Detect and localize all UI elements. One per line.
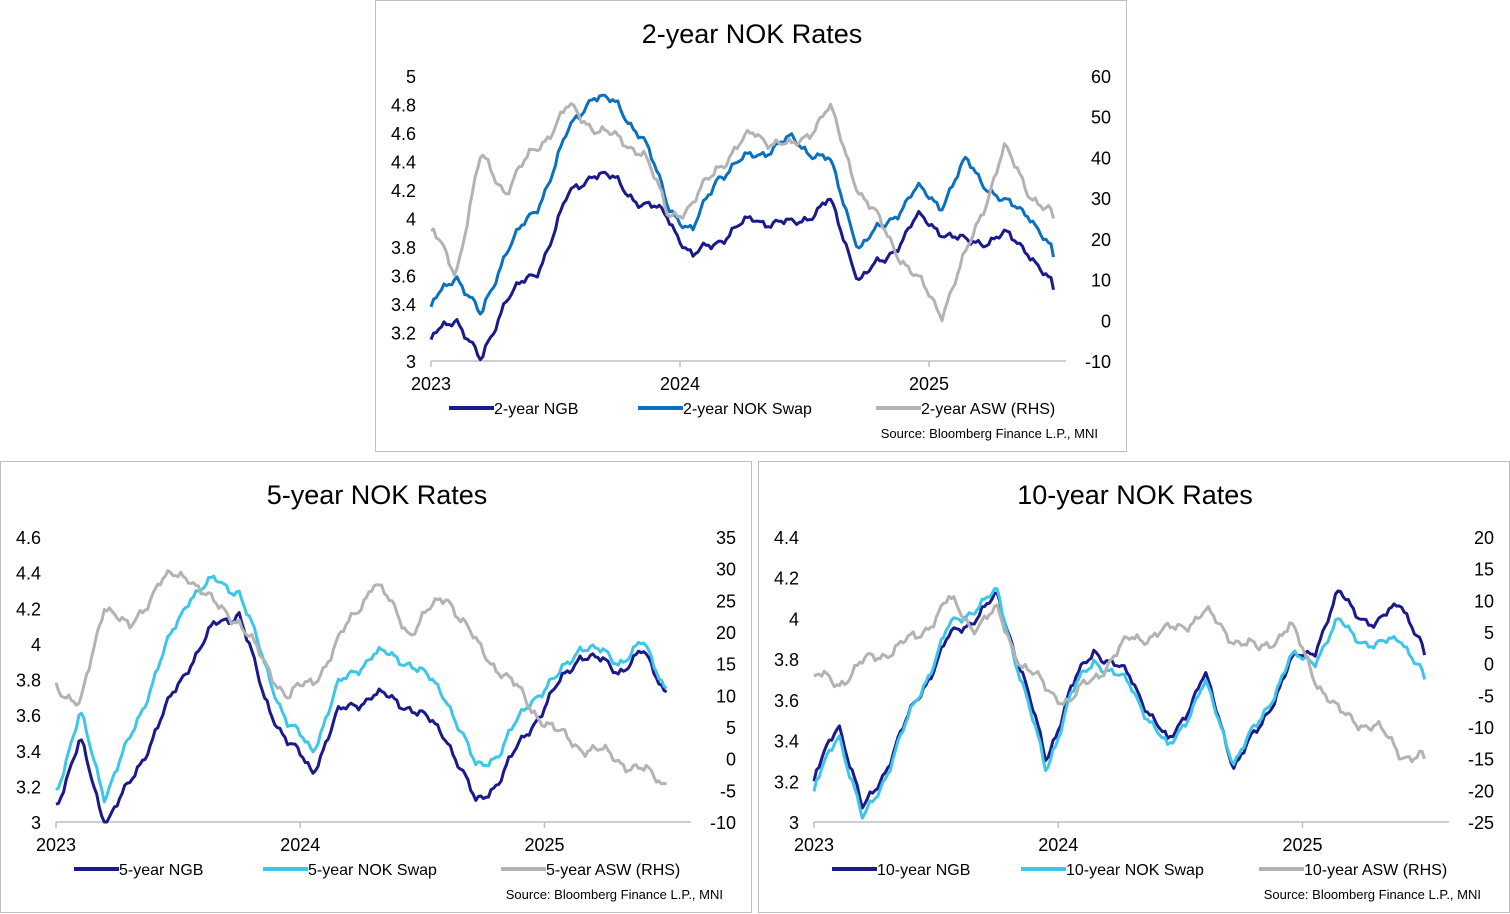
y-left-tick-label: 3.2 xyxy=(391,324,416,344)
series-line-5-year-asw-rhs- xyxy=(54,569,667,786)
chart-title: 2-year NOK Rates xyxy=(642,19,863,49)
y-left-tick-label: 4.4 xyxy=(774,528,799,548)
y-left-tick-label: 3.8 xyxy=(16,671,41,691)
y-left-tick-label: 4.6 xyxy=(16,528,41,548)
source-note: Source: Bloomberg Finance L.P., MNI xyxy=(1264,887,1481,902)
x-tick-label: 2023 xyxy=(36,835,76,855)
x-tick-label: 2024 xyxy=(660,374,700,394)
y-left-tick-label: 3 xyxy=(406,352,416,372)
y-left-tick-label: 4 xyxy=(789,609,799,629)
y-right-tick-label: -15 xyxy=(1468,750,1494,770)
y-left-tick-label: 4 xyxy=(406,210,416,230)
y-right-tick-label: 10 xyxy=(716,686,736,706)
source-note: Source: Bloomberg Finance L.P., MNI xyxy=(506,887,723,902)
x-tick-label: 2023 xyxy=(794,835,834,855)
y-left-tick-label: 3.4 xyxy=(16,742,41,762)
source-note: Source: Bloomberg Finance L.P., MNI xyxy=(881,426,1098,441)
series-line-10-year-nok-swap xyxy=(812,587,1427,820)
y-left-tick-label: 4.4 xyxy=(16,564,41,584)
y-left-tick-label: 3.8 xyxy=(391,238,416,258)
y-right-tick-label: 15 xyxy=(1474,560,1494,580)
y-right-tick-label: 30 xyxy=(1091,189,1111,209)
y-left-tick-label: 3.4 xyxy=(391,295,416,315)
series-line-5-year-ngb xyxy=(55,611,668,824)
x-tick-label: 2025 xyxy=(909,374,949,394)
x-tick-label: 2025 xyxy=(524,835,564,855)
y-left-tick-label: 3.6 xyxy=(16,706,41,726)
y-right-tick-label: 0 xyxy=(1101,311,1111,331)
legend-label: 2-year ASW (RHS) xyxy=(921,401,1055,418)
y-right-tick-label: 10 xyxy=(1474,591,1494,611)
y-right-tick-label: 40 xyxy=(1091,148,1111,168)
chart-svg: 2-year NOK Rates 2023 2024 2025 3 3.2 3.4 3.6 3.… xyxy=(391,19,1111,441)
y-right-tick-label: 10 xyxy=(1091,271,1111,291)
y-right-tick-label: -10 xyxy=(710,813,736,833)
y-right-tick-label: 0 xyxy=(726,750,736,770)
y-left-tick-label: 3.4 xyxy=(774,732,799,752)
series-line-2-year-asw-rhs- xyxy=(430,102,1055,323)
x-tick-label: 2023 xyxy=(411,374,451,394)
y-left-tick-label: 3.6 xyxy=(391,267,416,287)
y-left-tick-label: 4.2 xyxy=(391,181,416,201)
chart-panel-10y: 10-year NOK Rates 2023 2024 2025 3 3.2 3.4 3.6 3… xyxy=(758,461,1510,913)
x-tick-label: 2024 xyxy=(1038,835,1078,855)
y-left-tick-label: 4.8 xyxy=(391,96,416,116)
legend-label: 2-year NGB xyxy=(494,401,578,418)
legend-label: 5-year NOK Swap xyxy=(308,862,437,879)
y-right-tick-label: 50 xyxy=(1091,108,1111,128)
y-right-tick-label: 20 xyxy=(716,623,736,643)
chart-panel-5y: 5-year NOK Rates 2023 2024 2025 3 3.2 3.4 3.6 3.… xyxy=(0,461,752,913)
y-left-tick-label: 3 xyxy=(31,813,41,833)
y-left-tick-label: 4.6 xyxy=(391,124,416,144)
y-right-tick-label: 20 xyxy=(1474,528,1494,548)
y-right-tick-label: 35 xyxy=(716,528,736,548)
y-left-tick-label: 3.2 xyxy=(16,777,41,797)
y-right-tick-label: 20 xyxy=(1091,230,1111,250)
series-line-5-year-nok-swap xyxy=(55,574,668,804)
y-left-tick-label: 3.6 xyxy=(774,691,799,711)
y-left-tick-label: 4.4 xyxy=(391,153,416,173)
series-line-2-year-nok-swap xyxy=(429,93,1055,316)
x-tick-label: 2024 xyxy=(280,835,320,855)
series-line-10-year-asw-rhs- xyxy=(813,595,1427,764)
y-right-tick-label: -5 xyxy=(1478,686,1494,706)
y-left-tick-label: 5 xyxy=(406,67,416,87)
series-line-2-year-ngb xyxy=(429,170,1055,362)
y-left-tick-label: 3.2 xyxy=(774,772,799,792)
y-right-tick-label: 5 xyxy=(726,718,736,738)
y-right-tick-label: 30 xyxy=(716,560,736,580)
chart-svg: 10-year NOK Rates 2023 2024 2025 3 3.2 3.4 3.6 3… xyxy=(774,480,1494,902)
y-right-tick-label: 60 xyxy=(1091,67,1111,87)
chart-panel-2y: 2-year NOK Rates 2023 2024 2025 3 3.2 3.4 3.6 3.… xyxy=(375,0,1127,452)
y-right-tick-label: 15 xyxy=(716,655,736,675)
y-left-tick-label: 4 xyxy=(31,635,41,655)
y-right-tick-label: -25 xyxy=(1468,813,1494,833)
y-left-tick-label: 4.2 xyxy=(774,569,799,589)
y-left-tick-label: 3 xyxy=(789,813,799,833)
y-right-tick-label: -20 xyxy=(1468,781,1494,801)
y-right-tick-label: -5 xyxy=(720,781,736,801)
y-right-tick-label: -10 xyxy=(1085,352,1111,372)
legend-label: 10-year ASW (RHS) xyxy=(1304,862,1447,879)
x-tick-label: 2025 xyxy=(1282,835,1322,855)
legend-label: 10-year NOK Swap xyxy=(1066,862,1204,879)
y-left-tick-label: 4.2 xyxy=(16,599,41,619)
chart-title: 10-year NOK Rates xyxy=(1017,480,1253,510)
y-left-tick-label: 3.8 xyxy=(774,650,799,670)
legend-label: 10-year NGB xyxy=(877,862,970,879)
y-right-tick-label: 25 xyxy=(716,591,736,611)
y-right-tick-label: 5 xyxy=(1484,623,1494,643)
legend-label: 5-year NGB xyxy=(119,862,203,879)
legend-label: 5-year ASW (RHS) xyxy=(546,862,680,879)
chart-title: 5-year NOK Rates xyxy=(267,480,488,510)
y-right-tick-label: -10 xyxy=(1468,718,1494,738)
legend-label: 2-year NOK Swap xyxy=(683,401,812,418)
y-right-tick-label: 0 xyxy=(1484,655,1494,675)
